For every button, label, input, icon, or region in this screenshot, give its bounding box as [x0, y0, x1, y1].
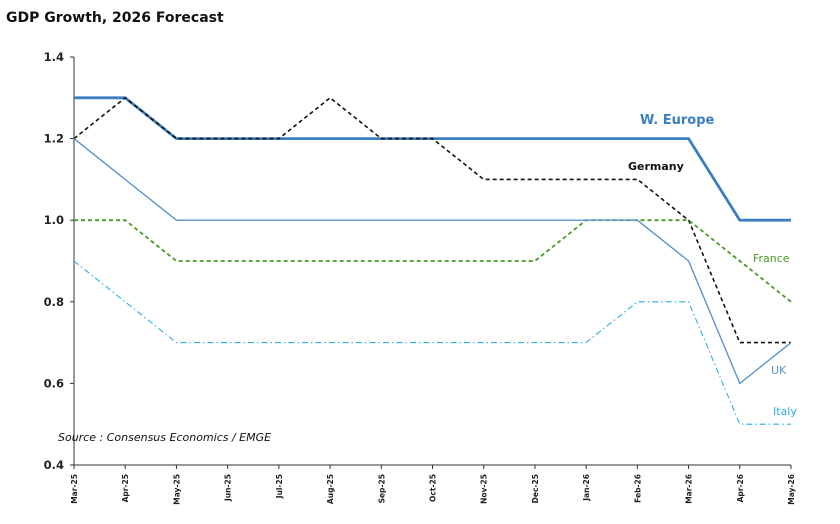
x-tick-label: Mar-25: [70, 474, 79, 504]
source-note: Source : Consensus Economics / EMGE: [58, 431, 271, 444]
x-tick-labels: Mar-25 Apr-25 May-25 Jun-25 Jul-25 Aug-25 Sep-…: [70, 474, 796, 505]
x-tick-label: May-25: [172, 474, 181, 505]
x-tick-label: Feb-26: [633, 474, 642, 503]
series-label-w-europe: W. Europe: [640, 113, 715, 128]
x-tick-label: Apr-26: [736, 474, 745, 502]
x-tick-label: Aug-25: [326, 474, 335, 504]
y-tick-label: 1.2: [44, 132, 64, 146]
series-label-uk: UK: [771, 364, 787, 377]
x-tick-label: Dec-25: [531, 474, 540, 503]
series-line-germany: [73, 96, 791, 344]
series-lines: [73, 96, 792, 425]
y-tick-label: 1.0: [44, 213, 64, 227]
x-tick-label: Jan-26: [582, 474, 591, 502]
x-tick-label: Nov-25: [480, 474, 489, 504]
x-tick-label: Sep-25: [377, 474, 386, 503]
series-line-uk: [73, 138, 792, 385]
x-tick-label: Oct-25: [429, 474, 438, 502]
x-tick-label: Mar-26: [685, 474, 694, 504]
series-label-germany: Germany: [628, 160, 684, 173]
y-tick-label: 0.4: [44, 458, 64, 472]
chart-title: GDP Growth, 2026 Forecast: [6, 10, 224, 26]
series-line-italy: [73, 260, 791, 425]
y-tick-labels: 0.4 0.6 0.8 1.0 1.2 1.4: [44, 50, 64, 472]
series-labels: W. Europe Germany France UK Italy: [628, 113, 797, 418]
y-tick-label: 1.4: [44, 50, 64, 64]
series-label-france: France: [753, 252, 790, 265]
x-tick-label: Apr-25: [121, 474, 130, 502]
series-line-france: [74, 219, 792, 303]
y-tick-label: 0.6: [44, 376, 64, 390]
x-tick-label: Jun-25: [224, 474, 233, 502]
x-tick-label: May-26: [787, 474, 796, 505]
x-tick-label: Jul-25: [275, 474, 284, 499]
series-label-italy: Italy: [773, 405, 797, 418]
y-tick-label: 0.8: [44, 295, 64, 309]
